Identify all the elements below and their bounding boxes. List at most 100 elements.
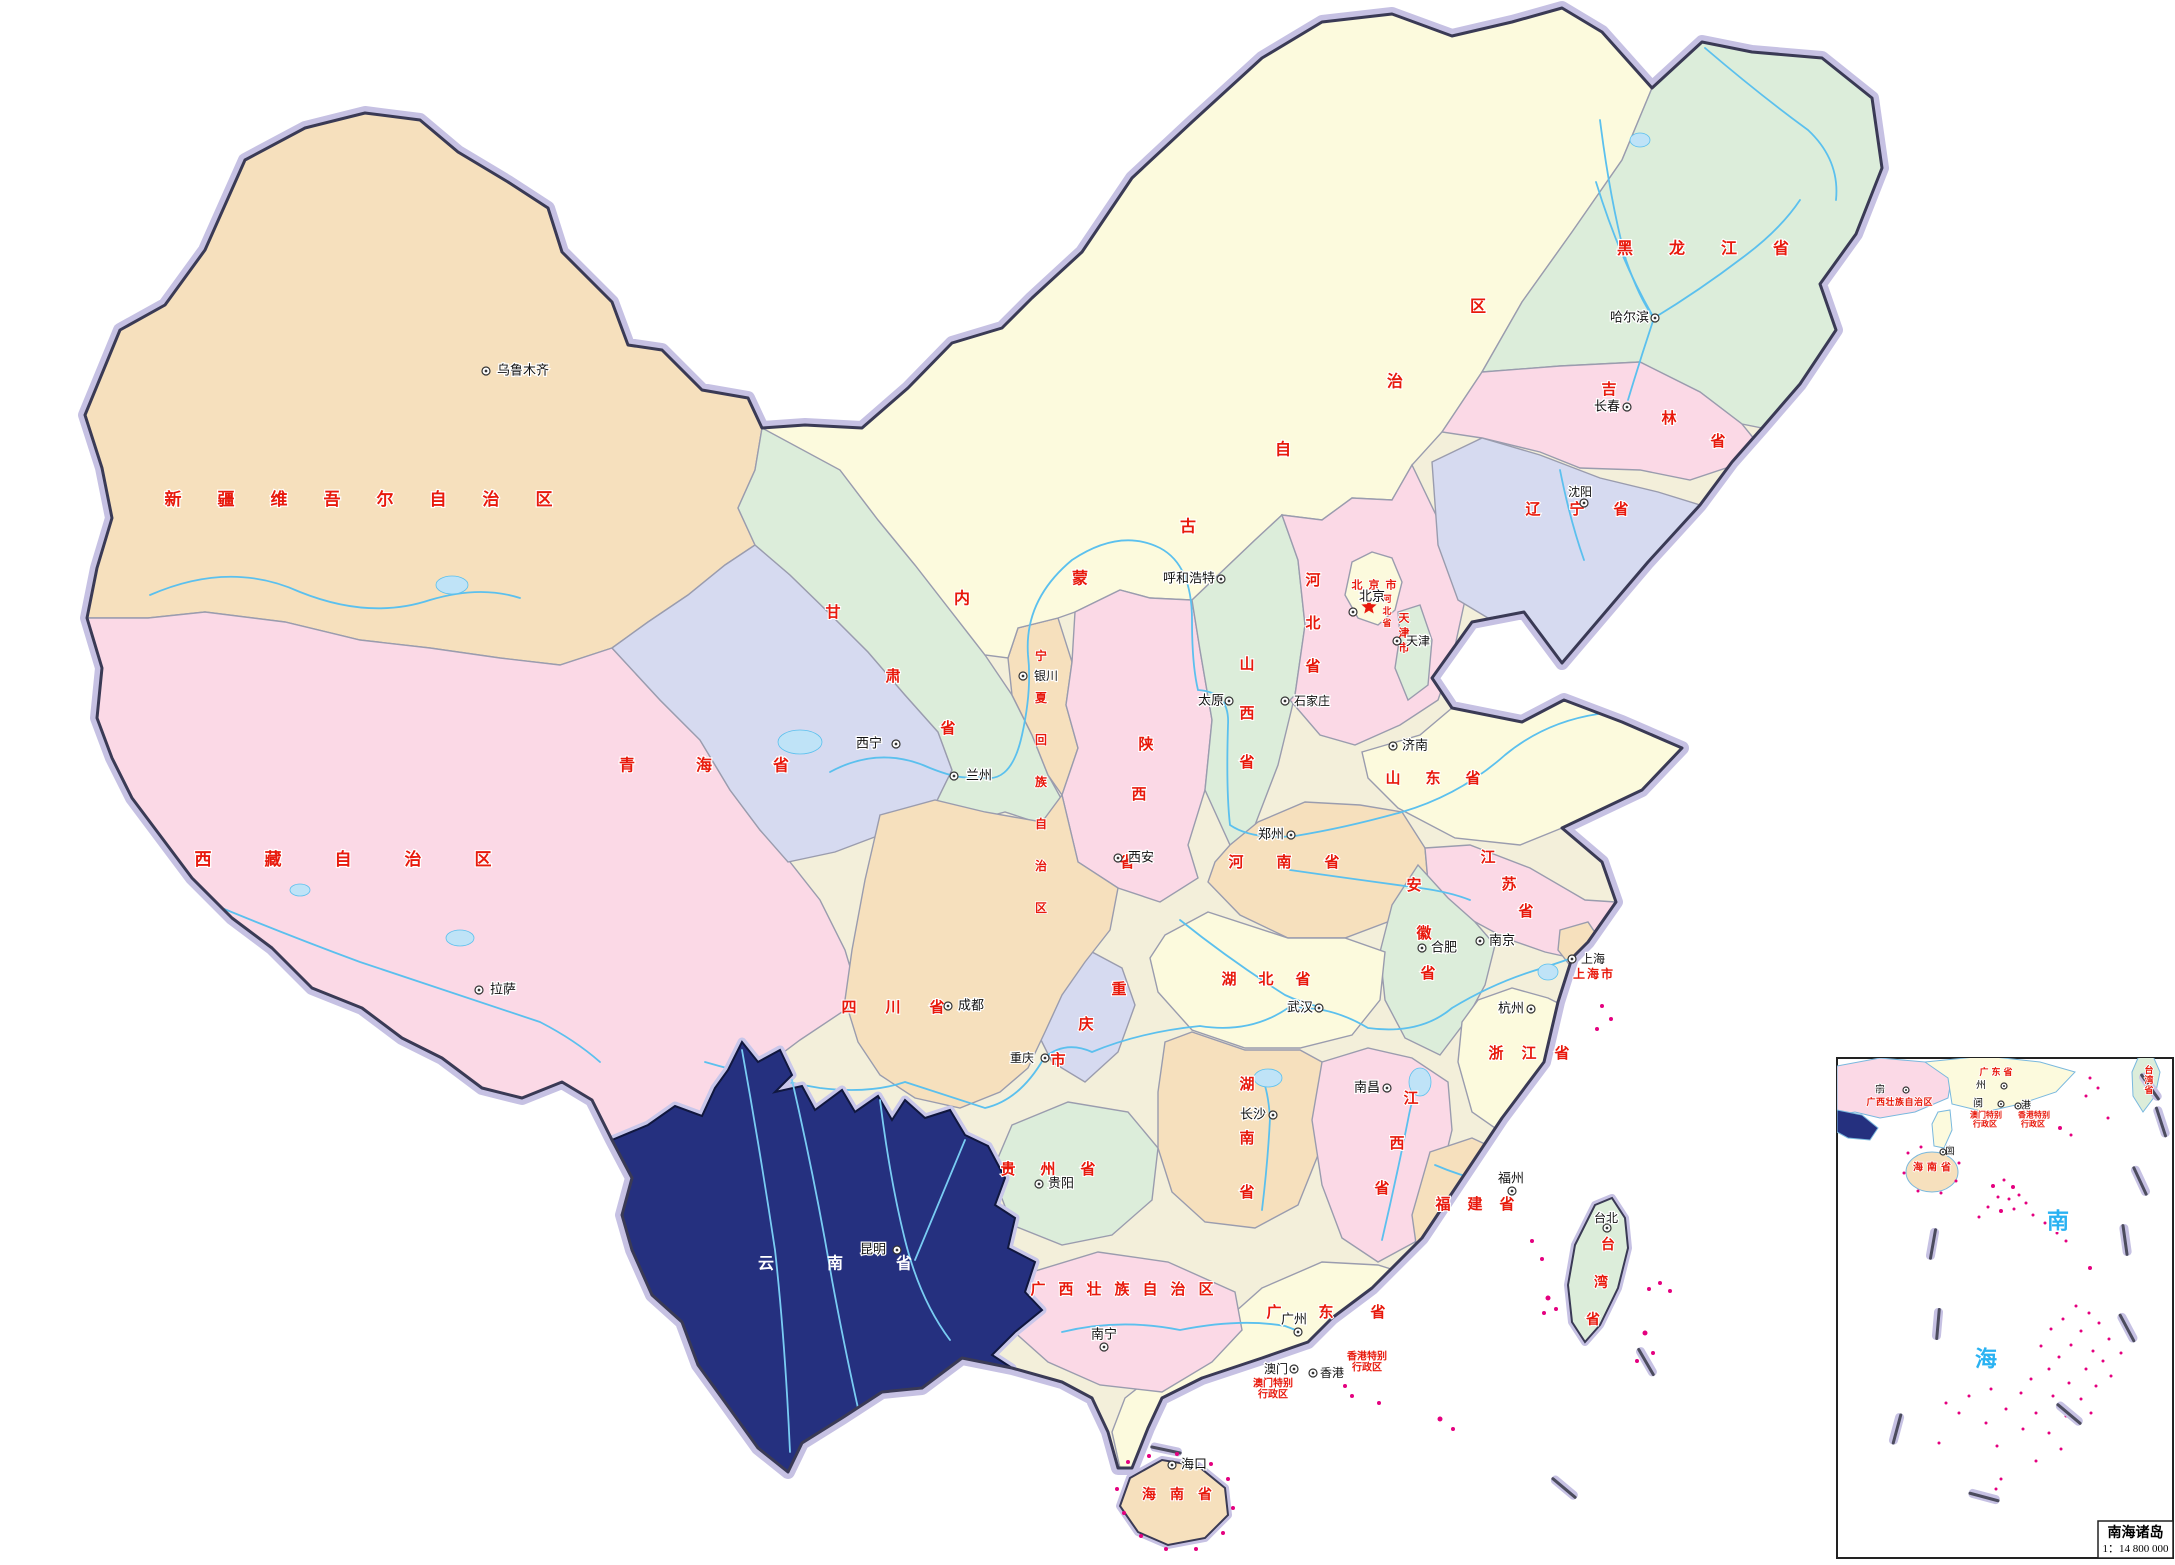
inset-island-dot [1944,1401,1948,1405]
lakes [289,132,1651,1097]
label-行政区: 区 [1989,1120,1997,1129]
inset-island-dot [2059,1447,2063,1451]
label-浙江省: 江 [1521,1044,1536,1062]
city-marker-dot [1904,1088,1908,1092]
city-marker-dot [484,369,488,373]
label-广西壮族自治区: 自 [1142,1280,1157,1298]
label-海: 海 [1975,1347,1997,1373]
label-澳门特别: 别 [1993,1111,2002,1120]
label-香港: 港 [2021,1100,2031,1112]
label-广东省: 广 [1979,1066,1988,1078]
label-黑龙江省: 黑 [1617,239,1633,258]
inset-island-dot [2097,1321,2101,1325]
city-marker-dot [2016,1104,2020,1108]
island-dot [1350,1394,1354,1398]
city-武汉: 武汉 [1287,1001,1313,1016]
label-新疆维吾尔自治区: 维 [271,489,288,510]
island-dot [1609,1017,1613,1021]
label-海南省: 南 [1170,1486,1184,1503]
provinces-layer [85,8,1882,1472]
inset-island-dot [2074,1304,2078,1308]
city-marker-dot [1941,1150,1945,1154]
label-辽宁省: 省 [1612,500,1628,518]
label-行政区: 政 [2029,1119,2037,1129]
province-fujian[interactable] [1411,1137,1523,1299]
province-beijing[interactable] [1344,551,1403,626]
label-贵州省: 州 [1039,1160,1055,1178]
yunnan-rivers [741,1049,966,1453]
label-河北省: 省 [1304,657,1320,675]
label-青海省: 省 [772,756,789,775]
city-marker-dot [1227,699,1231,703]
label-云南省: 云 [758,1254,774,1273]
city-marker-dot [1395,639,1399,643]
city-marker-dot [1625,405,1629,409]
label-广西壮族自治区: 广 [1866,1096,1875,1108]
label-新疆维吾尔自治区: 尔 [377,489,394,510]
inset-island-dot [1957,1411,1961,1415]
inset-island-dot [2094,1384,2098,1388]
city-长沙: 长沙 [1240,1108,1266,1123]
island-dot [1343,1384,1347,1388]
inset-frame [1836,1057,2174,1559]
island-dot [1451,1427,1455,1431]
label-行政区: 区 [1372,1362,1382,1374]
city-成都: 成都 [958,999,984,1014]
inset-island-dot [2058,1126,2062,1130]
city-marker-dot [1582,501,1586,505]
province-hunan[interactable] [1157,1031,1331,1229]
dash-segment [1968,1488,2000,1505]
island-dot [1164,1547,1168,1551]
island-dot [1658,1281,1662,1285]
label-安徽省: 省 [1419,964,1435,982]
inset-island-dot [1977,1215,1981,1219]
province-sichuan[interactable] [844,793,1119,1109]
city-台北: 台北 [1594,1210,1618,1225]
label-香港特别: 香 [2017,1110,2027,1120]
inset-island-dot [2119,1351,2123,1355]
city-marker-dot [1478,939,1482,943]
label-台湾省: 省 [2143,1084,2153,1096]
label-宁夏回族自治区: 自 [1035,816,1047,831]
city-marker-dot [1296,1330,1300,1334]
inset-island-dot [2079,1329,2083,1333]
label-南: 南 [2047,1210,2069,1235]
inset-island-dot [1984,1421,1988,1425]
inset-island-dot [1999,1477,2003,1481]
inset-island-dot [2043,1221,2047,1225]
label-内蒙古自治区: 古 [1180,517,1196,536]
island-dot [1115,1487,1119,1491]
province-shaanxi[interactable] [1061,589,1213,903]
city-marker-dot [2002,1084,2006,1088]
label-台湾省: 台 [2144,1064,2153,1076]
province-taiwan[interactable] [1566,1196,1630,1344]
island-dot [1231,1506,1235,1510]
label-江西省: 江 [1403,1089,1418,1107]
label-宁夏回族自治区: 族 [1035,774,1048,789]
city-marker-dot [1219,577,1223,581]
label-山西省: 山 [1239,655,1254,673]
province-hainan[interactable] [1118,1458,1230,1547]
label-河北省: 河 [1382,593,1391,605]
inset-island-dot [2096,1086,2100,1090]
label-贵州省: 省 [1079,1160,1095,1178]
inset-island-dot [1946,1149,1950,1153]
inset-island-dot [2057,1355,2061,1359]
label-台湾省: 台 [1601,1236,1615,1253]
label-台湾省: 湾 [2144,1074,2153,1086]
inset-island-dot [1994,1487,1998,1491]
label-西藏自治区: 区 [475,850,492,870]
label-内蒙古自治区: 区 [1470,297,1486,316]
label-香港特别: 港 [1357,1350,1368,1363]
inset-island-dot [2088,1266,2092,1270]
inset-boundary-dashes [1888,1072,2170,1505]
label-宁夏回族自治区: 宁 [1035,648,1047,663]
inset-island-dot [2029,1377,2033,1381]
province-hubei[interactable] [1149,911,1386,1049]
label-新疆维吾尔自治区: 吾 [324,490,341,510]
label-四川省: 四 [841,998,856,1016]
label-广西壮族自治区: 西 [1058,1280,1073,1298]
label-安徽省: 徽 [1415,924,1432,942]
label-广州: 州 [1976,1080,1986,1092]
inset-island-dot [2047,1367,2051,1371]
